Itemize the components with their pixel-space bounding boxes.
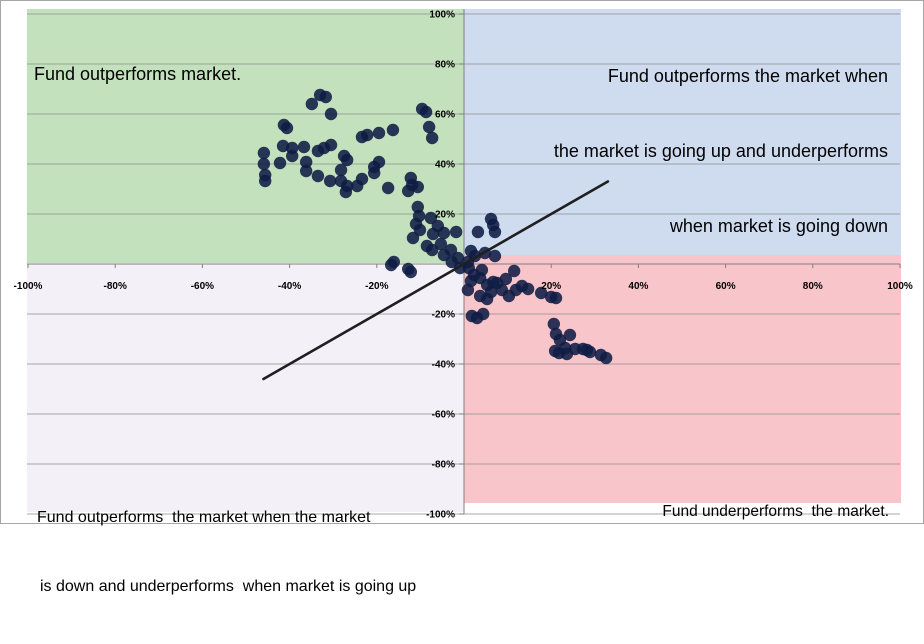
y-tick-label: -60% <box>432 410 455 421</box>
data-point <box>487 275 500 289</box>
data-point <box>476 307 490 321</box>
data-point <box>437 226 451 240</box>
data-point <box>324 107 338 121</box>
annotation-top-left: Fund outperforms market. <box>34 14 241 134</box>
data-point <box>488 225 502 239</box>
data-point <box>280 121 294 135</box>
annotation-bottom-left: Fund outperforms the market when the mar… <box>37 460 416 644</box>
data-point <box>424 211 438 225</box>
x-tick-marks <box>27 264 901 268</box>
data-point <box>461 283 475 297</box>
y-tick-label: 80% <box>435 60 455 71</box>
x-tick-label: -40% <box>278 281 301 292</box>
data-point <box>507 264 521 278</box>
x-tick-label: 100% <box>887 281 913 292</box>
y-tick-labels: 100% 80% 60% 40% 20% -20% -40% -60% -80% -100% <box>426 10 455 521</box>
data-point <box>488 249 502 263</box>
annotation-line: is down and underperforms when market is… <box>40 578 417 595</box>
quadrant-scatter-chart: -100% -80% -60% -40% -20% 20% 40% 60% 80% 100% 10… <box>0 0 924 595</box>
data-point <box>599 351 613 365</box>
data-point <box>381 181 395 195</box>
x-tick-label: 20% <box>541 281 561 292</box>
annotation-line: Fund underperforms the market. <box>662 503 889 520</box>
data-point <box>434 237 448 251</box>
data-point <box>286 149 299 163</box>
data-point <box>547 317 561 331</box>
data-point <box>367 166 381 180</box>
data-point <box>419 105 433 119</box>
data-point <box>445 255 458 269</box>
data-point <box>401 184 415 198</box>
trendline <box>262 180 610 381</box>
data-point <box>471 225 485 239</box>
y-tick-label: -40% <box>432 360 455 371</box>
data-point <box>334 163 348 177</box>
data-point <box>319 90 332 104</box>
annotation-line: Fund outperforms market. <box>34 64 242 84</box>
data-point <box>257 157 271 171</box>
scatter-plot: -100% -80% -60% -40% -20% 20% 40% 60% 80% 100% 10… <box>0 0 924 524</box>
y-tick-label: 20% <box>435 210 455 221</box>
data-point <box>273 156 287 170</box>
data-point <box>413 223 427 237</box>
y-tick-label: 100% <box>429 10 455 21</box>
data-point <box>323 174 337 188</box>
data-point <box>449 225 463 239</box>
annotation-line: when market is going down <box>669 216 888 236</box>
data-point <box>299 155 313 169</box>
data-point <box>339 185 353 199</box>
data-point <box>258 174 272 188</box>
x-tick-label: -60% <box>191 281 214 292</box>
data-point <box>425 131 439 145</box>
x-tick-labels: -100% -80% -60% -40% -20% 20% 40% 60% 80% 100% <box>14 281 913 292</box>
x-tick-label: 80% <box>803 281 823 292</box>
data-point <box>386 123 400 137</box>
data-point <box>499 272 513 286</box>
y-tick-label: 60% <box>435 110 455 121</box>
data-point <box>297 140 311 154</box>
data-point <box>355 130 369 144</box>
data-point <box>257 146 271 160</box>
data-point <box>299 164 313 178</box>
y-tick-label: 40% <box>435 160 455 171</box>
data-point <box>406 231 420 245</box>
y-tick-label: -20% <box>432 310 455 321</box>
data-point <box>355 172 369 186</box>
data-points <box>257 88 613 365</box>
data-point <box>384 258 398 272</box>
data-point <box>480 292 494 306</box>
data-point <box>549 291 563 305</box>
data-point <box>404 265 418 279</box>
data-point <box>563 328 577 342</box>
x-tick-label: -100% <box>14 281 43 292</box>
x-tick-label: 40% <box>628 281 648 292</box>
y-tick-label: -100% <box>426 510 455 521</box>
x-tick-label: -80% <box>104 281 127 292</box>
x-tick-label: 60% <box>716 281 736 292</box>
annotation-bottom-right: Fund underperforms the market. <box>662 457 889 567</box>
y-tick-marks <box>459 13 464 515</box>
quadrant-top-left <box>27 9 464 263</box>
x-tick-label: -20% <box>365 281 388 292</box>
annotation-top-right: Fund outperforms the market when the mar… <box>554 14 888 289</box>
annotation-line: the market is going up and underperforms <box>553 141 888 161</box>
data-point <box>422 120 436 134</box>
data-point <box>534 286 548 300</box>
data-point <box>411 180 424 194</box>
annotation-line: Fund outperforms the market when the mar… <box>37 509 371 526</box>
annotation-line: Fund outperforms the market when <box>607 66 888 86</box>
data-point <box>340 153 354 167</box>
data-point <box>324 138 338 152</box>
data-point <box>305 97 319 111</box>
y-tick-label: -80% <box>432 460 455 471</box>
data-point <box>425 243 439 257</box>
data-point <box>372 126 386 140</box>
data-point <box>311 169 325 183</box>
data-point <box>583 345 597 359</box>
data-point <box>521 282 535 296</box>
